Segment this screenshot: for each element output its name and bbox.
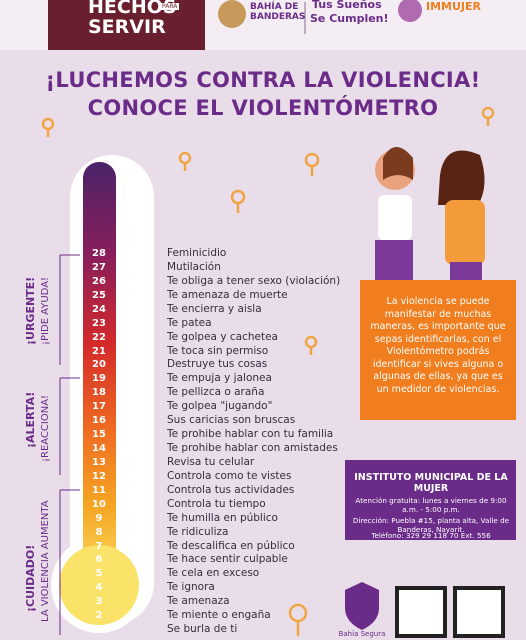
scale-number: 23 — [92, 317, 106, 329]
scale-number: 22 — [92, 331, 106, 343]
app-icon — [345, 582, 379, 630]
level-label: ¡CUIDADO! — [24, 544, 37, 612]
scale-item: Te obliga a tener sexo (violación) — [167, 274, 341, 287]
brand-bottom: SERVIR — [88, 16, 166, 38]
scale-item: Te amenaza — [167, 595, 230, 608]
scale-number: 7 — [95, 540, 103, 552]
scale-item: Te golpea "jugando" — [167, 400, 273, 413]
scale-number: 9 — [95, 512, 103, 524]
institute-address: Dirección: Puebla #15, planta alta, Vall… — [352, 516, 510, 534]
scale-item: Te cela en exceso — [167, 567, 260, 580]
scale-number: 15 — [92, 429, 106, 441]
title-line: ¡LUCHEMOS CONTRA LA VIOLENCIA! — [45, 68, 481, 92]
scale-number: 11 — [92, 484, 106, 496]
scale-item: Te prohibe hablar con tu familia — [167, 428, 334, 441]
scale-item: Te golpea y cachetea — [167, 330, 278, 343]
level-brackets — [59, 254, 80, 635]
scale-item: Te patea — [167, 316, 212, 329]
scale-number: 24 — [92, 303, 106, 315]
scale-item: Te miente o engaña — [167, 609, 271, 622]
scale-number: 5 — [95, 568, 103, 580]
level-sublabel: ¡REACCIONA! — [40, 394, 51, 462]
scale-item: Te hace sentir culpable — [167, 553, 288, 566]
scale-item: Feminicidio — [167, 247, 227, 259]
scale-number: 18 — [92, 387, 106, 399]
scale-number: 20 — [92, 359, 106, 371]
level-sublabel: ¡PIDE AYUDA! — [40, 276, 51, 345]
thermometer-tube — [83, 162, 116, 592]
slogan: Tus Sueños — [312, 0, 382, 11]
scale-number: 28 — [92, 248, 106, 259]
logo-icon — [218, 0, 246, 28]
scale-number: 12 — [92, 470, 106, 482]
info-text: La violencia se puede manifestar de much… — [370, 296, 506, 395]
scale-item: Te pellizca o araña — [167, 386, 265, 399]
scale-item: Controla como te vistes — [167, 469, 292, 482]
scale-item: Se burla de ti — [167, 623, 238, 636]
level-sublabel: LA VIOLENCIA AUMENTA — [40, 500, 51, 622]
scale-number: 21 — [92, 345, 106, 357]
info-box — [360, 280, 516, 420]
scale-number: 17 — [92, 401, 106, 413]
scale-item: Controla tus actividades — [167, 483, 295, 496]
scale-item: Destruye tus cosas — [167, 358, 268, 371]
brand-top: HECHOS — [88, 0, 177, 18]
scale-number: 10 — [92, 498, 106, 510]
level-label: ¡ALERTA! — [24, 391, 37, 448]
slogan: Se Cumplen! — [310, 12, 389, 25]
scale-number: 27 — [92, 261, 106, 273]
scale-item: Mutilación — [167, 260, 221, 273]
scale-item: Te amenaza de muerte — [167, 288, 288, 301]
logo-text: BAHÍA DE BANDERAS — [250, 2, 306, 22]
institute-name: INSTITUTO MUNICIPAL DE LA MUJER — [354, 472, 508, 494]
logo-icon — [398, 0, 422, 22]
decor — [41, 106, 495, 636]
institute-box — [345, 460, 516, 540]
brand-small: PARA — [160, 3, 180, 10]
scale-item: Sus caricias son bruscas — [167, 414, 296, 427]
scale-number: 16 — [92, 415, 106, 427]
institute-phone: Teléfono: 329 29 118 70 Ext. 556 — [371, 531, 491, 540]
qr-code — [453, 586, 505, 638]
scale-item: Te empuja y jalonea — [167, 372, 272, 385]
scale-item: Te encierra y aisla — [167, 302, 262, 315]
scale-item: Te descalifica en público — [167, 539, 295, 552]
scale-item: Revisa tu celular — [167, 455, 255, 468]
scale-number: 3 — [95, 596, 103, 608]
thermometer-bulb — [59, 545, 139, 625]
qr-code — [395, 586, 447, 638]
title-line: CONOCE EL VIOLENTÓMETRO — [87, 96, 439, 120]
scale-number: 1 — [95, 624, 103, 636]
scale-item: Te ridiculiza — [167, 525, 229, 538]
app-name: Bahía Segura — [338, 630, 386, 638]
scale-item: Te toca sin permiso — [167, 344, 269, 357]
scale-item: Controla tu tiempo — [167, 497, 266, 510]
scale-item: Te humilla en público — [167, 511, 278, 524]
scale-number: 4 — [95, 582, 103, 594]
scale-number: 6 — [95, 554, 103, 566]
logo-text: IMMUJER — [426, 0, 481, 13]
institute-hours: Atención gratuita: lunes a viernes de 9:… — [355, 496, 507, 514]
scale-number: 26 — [92, 275, 106, 287]
scale-item: Te ignora — [167, 581, 215, 594]
scale-number: 13 — [92, 456, 106, 468]
scale-number: 2 — [95, 610, 103, 622]
scale-item: Te prohibe hablar con amistades — [167, 442, 338, 455]
illustration — [375, 147, 485, 282]
scale-number: 19 — [92, 373, 106, 385]
scale-number: 25 — [92, 289, 106, 301]
scale-number: 14 — [92, 443, 106, 455]
level-label: ¡URGENTE! — [24, 276, 37, 345]
scale-number: 8 — [95, 526, 103, 538]
